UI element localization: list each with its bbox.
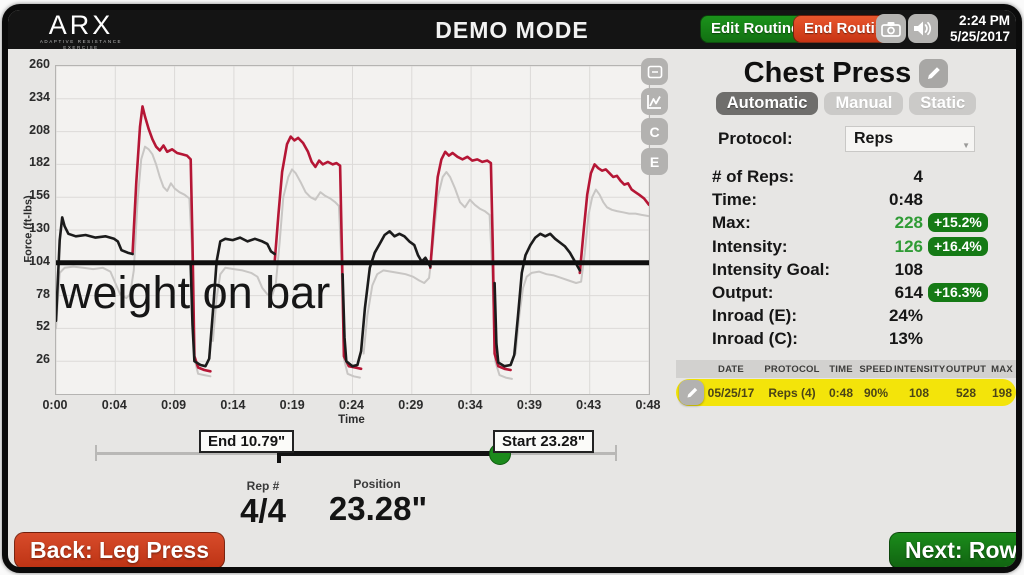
rep-count: 4/4 xyxy=(240,492,286,529)
exercise-title: Chest Press xyxy=(743,57,912,89)
x-tick-label: 0:34 xyxy=(457,398,483,412)
history-intensity: 108 xyxy=(908,385,930,400)
y-tick-label: 78 xyxy=(36,286,50,301)
edit-exercise-button[interactable] xyxy=(919,59,949,88)
chart-tools: C E xyxy=(641,58,669,175)
x-tick-label: 0:19 xyxy=(279,398,305,412)
x-tick-label: 0:04 xyxy=(101,398,127,412)
history-max: 198 xyxy=(991,385,1013,400)
position-value: 23.28" xyxy=(328,490,428,527)
stats-panel: # of Reps: 4 Time: 0:48 Max: 228 +15.2% … xyxy=(676,166,1016,352)
camera-icon xyxy=(881,21,901,37)
stat-row-max: Max: 228 +15.2% xyxy=(676,212,1016,235)
track-left-cap xyxy=(95,445,97,461)
history-time: 0:48 xyxy=(828,385,854,400)
position-label: Position xyxy=(353,477,401,491)
tab-automatic[interactable]: Automatic xyxy=(715,92,819,115)
protocol-value: Reps xyxy=(854,130,894,147)
track-right-cap xyxy=(615,445,617,461)
x-tick-label: 0:48 xyxy=(635,398,661,412)
output-gain-badge: +16.3% xyxy=(928,282,988,302)
end-position-box[interactable]: End 10.79" xyxy=(199,430,295,453)
y-tick-label: 208 xyxy=(29,122,50,137)
y-tick-label: 104 xyxy=(29,253,50,268)
range-end-stop xyxy=(277,444,281,463)
active-range-bar xyxy=(278,451,500,456)
x-axis-title: Time xyxy=(338,414,365,426)
pencil-icon xyxy=(686,387,697,398)
history-output: 528 xyxy=(955,385,977,400)
stat-row-inroad-e: Inroad (E): 24% xyxy=(712,306,923,326)
speaker-icon xyxy=(914,21,932,36)
weight-on-bar-annotation: weight on bar xyxy=(60,267,331,318)
force-chart-svg xyxy=(56,66,649,394)
y-tick-label: 26 xyxy=(36,352,50,367)
stat-row-time: Time: 0:48 xyxy=(712,190,923,210)
pencil-icon xyxy=(928,67,941,80)
start-position-box[interactable]: Start 23.28" xyxy=(493,430,594,453)
x-tick-label: 0:00 xyxy=(42,398,68,412)
y-tick-label: 52 xyxy=(36,319,50,334)
y-tick-label: 182 xyxy=(29,155,50,170)
stat-row-inroad-c: Inroad (C): 13% xyxy=(712,329,923,349)
clock: 2:24 PM 5/25/2017 xyxy=(950,13,1010,44)
history-protocol: Reps (4) xyxy=(768,385,816,400)
history-speed: 90% xyxy=(863,385,889,400)
eccentric-toggle-button[interactable]: E xyxy=(641,148,668,175)
clock-date: 5/25/2017 xyxy=(949,28,1010,44)
arx-logo: ARX adaptive resistance exercise xyxy=(26,11,136,51)
concentric-toggle-button[interactable]: C xyxy=(641,118,668,145)
x-tick-label: 0:09 xyxy=(161,398,187,412)
camera-button[interactable] xyxy=(876,14,906,43)
speaker-button[interactable] xyxy=(908,14,938,43)
history-table-header: DATE PROTOCOL TIME SPEED INTENSITY OUTPU… xyxy=(676,360,1016,378)
mode-tabs: Automatic Manual Static xyxy=(676,92,1016,115)
intensity-gain-badge: +16.4% xyxy=(928,236,988,256)
history-date: 05/25/17 xyxy=(707,385,755,400)
x-tick-label: 0:24 xyxy=(338,398,365,412)
display-icon xyxy=(647,65,662,78)
line-chart-button[interactable] xyxy=(641,88,668,115)
max-gain-badge: +15.2% xyxy=(928,213,988,233)
tab-static[interactable]: Static xyxy=(909,92,977,115)
history-table-row[interactable]: 05/25/17 Reps (4) 0:48 90% 108 528 198 xyxy=(676,379,1016,406)
force-chart xyxy=(55,65,650,395)
chevron-down-icon: ▼ xyxy=(962,141,970,150)
demo-mode-title: DEMO MODE xyxy=(435,17,589,43)
x-tick-label: 0:14 xyxy=(220,398,246,412)
y-tick-label: 130 xyxy=(29,221,50,235)
line-chart-icon xyxy=(647,94,661,109)
display-toggle-button[interactable] xyxy=(641,58,668,85)
x-tick-label: 0:29 xyxy=(398,398,424,412)
x-tick-label: 0:43 xyxy=(576,398,602,412)
arx-logo-text: ARX xyxy=(48,10,114,40)
protocol-dropdown[interactable]: Reps ▼ xyxy=(845,126,975,152)
stat-row-intensity-goal: Intensity Goal: 108 xyxy=(712,259,923,279)
y-tick-label: 234 xyxy=(29,89,50,104)
stat-row-reps: # of Reps: 4 xyxy=(712,167,923,186)
stat-row-intensity: Intensity: 126 +16.4% xyxy=(676,236,1016,259)
top-bar: ARX adaptive resistance exercise DEMO MO… xyxy=(8,10,1016,51)
edit-history-row-button[interactable] xyxy=(679,380,704,405)
clock-time: 2:24 PM xyxy=(958,13,1010,28)
rep-label: Rep # xyxy=(246,479,280,493)
device-frame: ARX adaptive resistance exercise DEMO MO… xyxy=(2,4,1022,573)
tab-manual[interactable]: Manual xyxy=(824,92,904,115)
next-exercise-button[interactable]: Next: Row xyxy=(889,532,1016,567)
y-tick-label: 156 xyxy=(29,188,50,203)
back-exercise-button[interactable]: Back: Leg Press xyxy=(14,532,225,567)
arx-logo-tagline: adaptive resistance exercise xyxy=(39,39,123,50)
x-tick-label: 0:39 xyxy=(516,398,542,412)
y-tick-label: 260 xyxy=(29,57,50,71)
stat-row-output: Output: 614 +16.3% xyxy=(676,282,1016,305)
protocol-label: Protocol: xyxy=(718,129,793,148)
